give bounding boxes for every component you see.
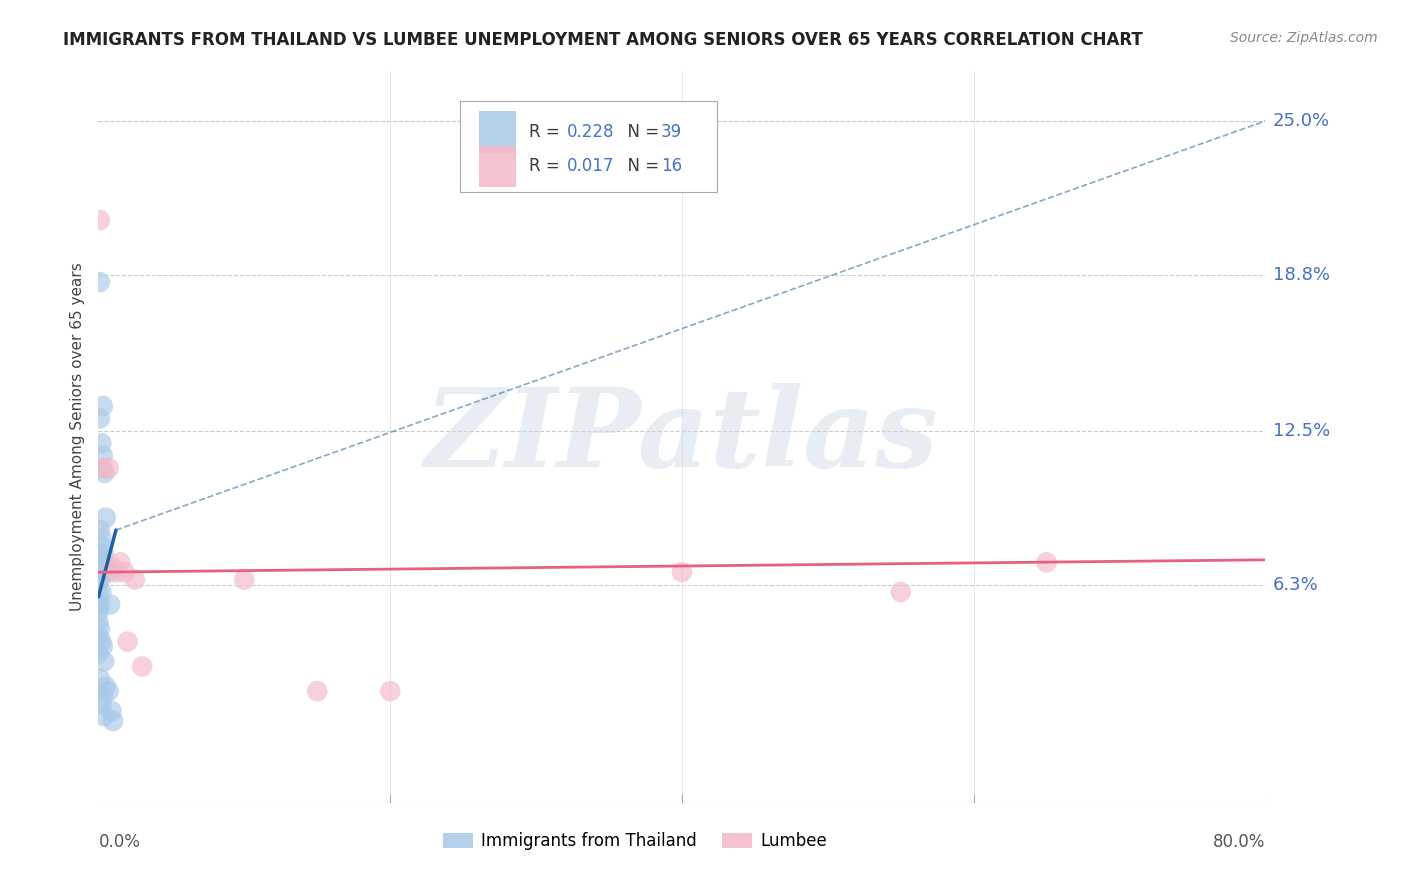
Point [101, 560, 124, 574]
Y-axis label: Unemployment Among Seniors over 65 years: Unemployment Among Seniors over 65 years [69, 263, 84, 611]
Text: N =: N = [617, 158, 664, 176]
Point [91, 541, 114, 555]
Point [97, 461, 120, 475]
Point [380, 684, 402, 698]
Point [94, 679, 117, 693]
Point [100, 704, 122, 718]
Text: R =: R = [529, 123, 565, 141]
Point [671, 565, 693, 579]
Point [124, 573, 146, 587]
Text: 80.0%: 80.0% [1213, 832, 1265, 851]
Point [94, 560, 117, 574]
Point [93, 466, 115, 480]
Point [114, 565, 136, 579]
Text: 12.5%: 12.5% [1272, 422, 1330, 440]
Text: 16: 16 [661, 158, 682, 176]
Text: 25.0%: 25.0% [1272, 112, 1330, 130]
Point [97, 565, 120, 579]
Point [93, 709, 115, 723]
Point [131, 659, 153, 673]
Point [89, 411, 111, 425]
Point [91, 640, 114, 654]
Text: 0.017: 0.017 [567, 158, 614, 176]
Point [91, 399, 114, 413]
Point [90, 461, 112, 475]
Point [87, 630, 110, 644]
FancyBboxPatch shape [460, 101, 717, 192]
Text: N =: N = [617, 123, 664, 141]
Point [87, 605, 110, 619]
Point [89, 598, 111, 612]
Point [117, 634, 139, 648]
Point [89, 275, 111, 289]
Point [110, 555, 132, 569]
Point [94, 510, 117, 524]
Point [93, 548, 115, 562]
Point [87, 573, 110, 587]
Point [87, 647, 110, 661]
FancyBboxPatch shape [479, 145, 516, 187]
Point [87, 615, 110, 629]
Text: 39: 39 [661, 123, 682, 141]
Point [97, 684, 120, 698]
Point [89, 523, 111, 537]
Point [89, 573, 111, 587]
Text: 0.228: 0.228 [567, 123, 614, 141]
Point [87, 598, 110, 612]
Point [90, 585, 112, 599]
Point [90, 634, 112, 648]
Point [90, 697, 112, 711]
Point [890, 585, 912, 599]
Point [91, 461, 114, 475]
Text: 18.8%: 18.8% [1272, 266, 1330, 284]
Point [93, 655, 115, 669]
Point [89, 213, 111, 227]
Text: R =: R = [529, 158, 565, 176]
Point [307, 684, 329, 698]
Text: 0.0%: 0.0% [98, 832, 141, 851]
Point [90, 436, 112, 450]
Text: 6.3%: 6.3% [1272, 575, 1319, 593]
Point [91, 449, 114, 463]
Point [98, 598, 121, 612]
Point [233, 573, 256, 587]
Text: IMMIGRANTS FROM THAILAND VS LUMBEE UNEMPLOYMENT AMONG SENIORS OVER 65 YEARS CORR: IMMIGRANTS FROM THAILAND VS LUMBEE UNEMP… [63, 31, 1143, 49]
Point [89, 672, 111, 686]
Text: ZIPatlas: ZIPatlas [425, 384, 939, 491]
Point [87, 585, 110, 599]
Point [89, 548, 111, 562]
Text: Source: ZipAtlas.com: Source: ZipAtlas.com [1230, 31, 1378, 45]
Point [89, 622, 111, 636]
Point [1035, 555, 1057, 569]
Point [91, 689, 114, 703]
Point [101, 714, 124, 728]
Legend: Immigrants from Thailand, Lumbee: Immigrants from Thailand, Lumbee [436, 825, 834, 856]
FancyBboxPatch shape [479, 112, 516, 153]
Point [90, 555, 112, 569]
Point [90, 531, 112, 545]
Point [104, 565, 127, 579]
